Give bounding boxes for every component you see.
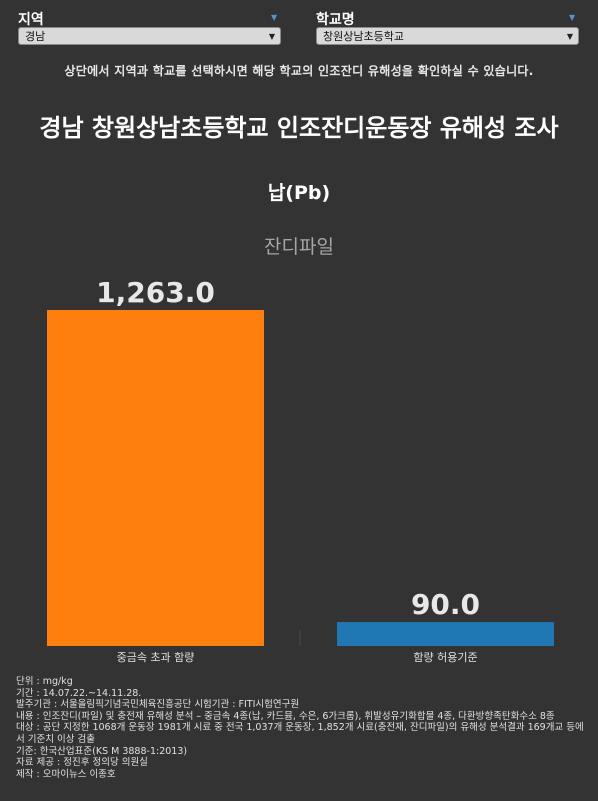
region-filter-arrow-icon: ▼ — [271, 13, 278, 22]
region-select[interactable]: 경남 ▼ — [18, 27, 281, 45]
school-filter-label: 학교명 — [316, 12, 355, 28]
region-filter-label: 지역 — [18, 12, 44, 28]
value-label-excess: 1,263.0 — [96, 276, 215, 309]
meta-producer: 제작 : 오마이뉴스 이종호 — [16, 768, 116, 780]
value-label-limit: 90.0 — [411, 588, 480, 621]
chevron-down-icon: ▼ — [268, 32, 275, 41]
meta-period: 기간 : 14.07.22.~14.11.28. — [16, 687, 142, 699]
chart-subtitle: 납(Pb) — [267, 182, 331, 204]
meta-target: 대상 : 공단 지정한 1068개 운동장 1981개 시료 중 전국 1,03… — [16, 722, 584, 745]
school-select[interactable]: 창원상남초등학교 ▼ — [316, 27, 579, 45]
bar-excess[interactable] — [47, 310, 264, 646]
instruction-notice: 상단에서 지역과 학교를 선택하시면 해당 학교의 인조잔디 유해성을 확인하실… — [64, 64, 534, 78]
bar-chart: 1,263.0 중금속 초과 함량 90.0 함량 허용기준 — [47, 276, 554, 664]
chevron-down-icon: ▼ — [566, 32, 573, 41]
meta-content: 내용 : 인조잔디(파일) 및 충전재 유해성 분석 – 중금속 4종(납, 카… — [16, 710, 555, 722]
school-filter-arrow-icon: ▼ — [569, 13, 576, 22]
meta-source: 자료 제공 : 정진후 정의당 의원실 — [16, 757, 148, 769]
category-label-excess: 중금속 초과 함량 — [117, 651, 195, 664]
region-select-value: 경남 — [25, 30, 46, 43]
category-label-limit: 함량 허용기준 — [413, 651, 477, 664]
meta-unit: 단위 : mg/kg — [16, 676, 73, 687]
series-label: 잔디파일 — [264, 236, 334, 258]
chart-title: 경남 창원상남초등학교 인조잔디운동장 유해성 조사 — [39, 114, 559, 142]
school-select-value: 창원상남초등학교 — [323, 30, 404, 43]
meta-standard: 기준: 한국산업표준(KS M 3888-1:2013) — [16, 745, 188, 757]
meta-agency: 발주기관 : 서울올림픽기념국민체육진흥공단 시험기관 : FITI시험연구원 — [16, 699, 300, 711]
source-notes: 단위 : mg/kg 기간 : 14.07.22.~14.11.28. 발주기관… — [16, 676, 591, 780]
bar-limit[interactable] — [337, 622, 554, 646]
